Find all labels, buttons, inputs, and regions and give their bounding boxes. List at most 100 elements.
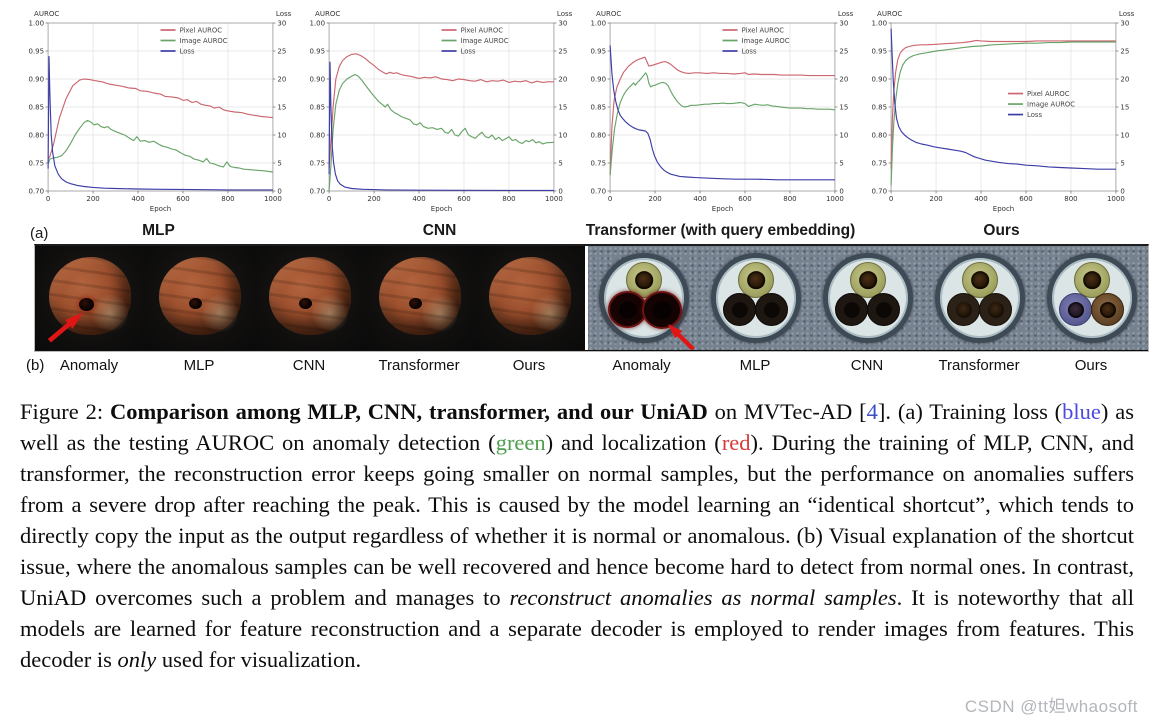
svg-text:0.75: 0.75	[871, 158, 887, 167]
svg-text:10: 10	[558, 130, 567, 139]
svg-text:400: 400	[974, 194, 987, 203]
svg-text:Loss: Loss	[838, 9, 854, 18]
caption-segment: Comparison among MLP, CNN, transformer, …	[109, 399, 708, 424]
svg-text:0.90: 0.90	[871, 74, 887, 83]
chart-transformer: 1.00 0.95 0.90 0.85 0.80 0.75 0.70 30 25 20 15 10 5 0…	[580, 8, 861, 244]
chart-ours: 1.00 0.95 0.90 0.85 0.80 0.75 0.70 30 25 20 15 10 5 0…	[861, 8, 1142, 244]
svg-text:AUROC: AUROC	[315, 9, 340, 18]
svg-text:Pixel AUROC: Pixel AUROC	[461, 26, 504, 34]
chart-mlp-plot: 1.00 0.95 0.90 0.85 0.80 0.75 0.70 30 25 20 15 10 5 0…	[28, 9, 291, 213]
hazelnut-photo	[159, 257, 241, 335]
svg-text:20: 20	[558, 74, 567, 83]
svg-text:Loss: Loss	[742, 47, 757, 55]
caption-segment: ) as well as the testing AUROC on anomal…	[20, 399, 1135, 455]
image-label-cable-anomaly: Anomaly	[612, 357, 671, 374]
caption-segment: 4	[866, 399, 878, 424]
wire-bottom-left-icon	[723, 293, 756, 326]
svg-text:Loss: Loss	[461, 47, 476, 55]
svg-text:5: 5	[839, 158, 843, 167]
chart-cnn: 1.00 0.95 0.90 0.85 0.80 0.75 0.70 30 25 20 15 10 5 0…	[299, 8, 580, 244]
caption-segment: ]. (a) Training loss (	[877, 399, 1063, 424]
image-label-hazelnut-anomaly: Anomaly	[59, 357, 119, 374]
svg-text:20: 20	[839, 74, 848, 83]
svg-text:15: 15	[839, 102, 848, 111]
svg-text:Image AUROC: Image AUROC	[1027, 100, 1075, 108]
svg-text:15: 15	[277, 102, 286, 111]
charts-row: 1.00 0.95 0.90 0.85 0.80 0.75 0.70 30 25 20 15 10 5 0…	[18, 8, 1142, 244]
hazelnut-image-anomaly	[35, 246, 145, 350]
wire-bottom-left-icon	[947, 293, 980, 326]
svg-text:Loss: Loss	[1119, 9, 1135, 18]
svg-text:0.80: 0.80	[28, 130, 44, 139]
svg-text:0.75: 0.75	[309, 158, 325, 167]
svg-text:0: 0	[889, 194, 893, 203]
svg-text:5: 5	[277, 158, 281, 167]
panel-b-images	[34, 244, 1149, 352]
svg-text:Pixel AUROC: Pixel AUROC	[180, 26, 223, 34]
cable-sheath	[711, 253, 801, 343]
svg-text:10: 10	[277, 130, 286, 139]
hazelnut-image-mlp	[145, 246, 255, 350]
cable-image-transformer	[924, 246, 1036, 350]
chart-mlp: 1.00 0.95 0.90 0.85 0.80 0.75 0.70 30 25 20 15 10 5 0…	[18, 8, 299, 244]
svg-text:1.00: 1.00	[871, 18, 887, 27]
svg-text:0.80: 0.80	[590, 130, 606, 139]
wire-bottom-left-icon	[1059, 293, 1092, 326]
chart-title-cnn: CNN	[422, 222, 457, 239]
svg-text:600: 600	[738, 194, 751, 203]
caption-segment: reconstruct anomalies as normal samples	[509, 585, 897, 610]
cable-image-anomaly	[588, 246, 700, 350]
svg-text:1000: 1000	[826, 194, 844, 203]
svg-text:0.95: 0.95	[590, 46, 606, 55]
svg-text:600: 600	[176, 194, 189, 203]
svg-text:1000: 1000	[1107, 194, 1125, 203]
image-label-cable-transformer: Transformer	[938, 357, 1020, 374]
svg-text:10: 10	[839, 130, 848, 139]
anomaly-hole	[299, 298, 312, 309]
caption-segment: . It is noteworthy that all models are l…	[20, 585, 1134, 672]
svg-text:600: 600	[1019, 194, 1032, 203]
svg-text:0.70: 0.70	[590, 186, 606, 195]
chart-title-ours: Ours	[983, 222, 1020, 239]
svg-text:0.75: 0.75	[28, 158, 44, 167]
svg-text:200: 200	[367, 194, 380, 203]
wire-bottom-left-icon	[835, 293, 868, 326]
wire-top-icon	[738, 262, 774, 298]
wire-bottom-right-icon	[867, 293, 900, 326]
image-label-cable-ours: Ours	[1074, 357, 1108, 374]
hazelnut-photo	[269, 257, 351, 335]
caption-segment: on MVTec-AD [	[707, 399, 867, 424]
svg-text:0: 0	[839, 186, 843, 195]
svg-text:20: 20	[1120, 74, 1129, 83]
hazelnut-image-cnn	[255, 246, 365, 350]
svg-text:1.00: 1.00	[28, 18, 44, 27]
svg-text:Image AUROC: Image AUROC	[742, 37, 790, 45]
svg-text:800: 800	[221, 194, 234, 203]
caption-segment: only	[117, 647, 157, 672]
svg-text:400: 400	[131, 194, 144, 203]
image-label-cable-cnn: CNN	[850, 357, 884, 374]
svg-text:Pixel AUROC: Pixel AUROC	[742, 26, 785, 34]
svg-text:25: 25	[1120, 46, 1129, 55]
svg-text:1000: 1000	[264, 194, 282, 203]
wire-top-icon	[1074, 262, 1110, 298]
cable-sheath	[823, 253, 913, 343]
wire-bottom-right-icon	[642, 291, 682, 329]
caption-segment: used for visualization.	[156, 647, 362, 672]
wire-bottom-left-icon	[608, 291, 647, 328]
chart-transformer-plot: 1.00 0.95 0.90 0.85 0.80 0.75 0.70 30 25 20 15 10 5 0…	[590, 9, 854, 213]
caption-segment: blue	[1062, 399, 1101, 424]
svg-text:0.85: 0.85	[871, 102, 887, 111]
svg-text:25: 25	[558, 46, 567, 55]
chart-title-transformer: Transformer (with query embedding)	[585, 222, 856, 239]
svg-text:15: 15	[1120, 102, 1129, 111]
panel-b-marker: (b)	[26, 357, 45, 374]
svg-text:800: 800	[502, 194, 515, 203]
svg-text:0.95: 0.95	[28, 46, 44, 55]
svg-text:0: 0	[277, 186, 281, 195]
svg-text:Pixel AUROC: Pixel AUROC	[1027, 90, 1070, 98]
svg-text:1.00: 1.00	[590, 18, 606, 27]
svg-text:0: 0	[46, 194, 50, 203]
cable-image-mlp	[700, 246, 812, 350]
